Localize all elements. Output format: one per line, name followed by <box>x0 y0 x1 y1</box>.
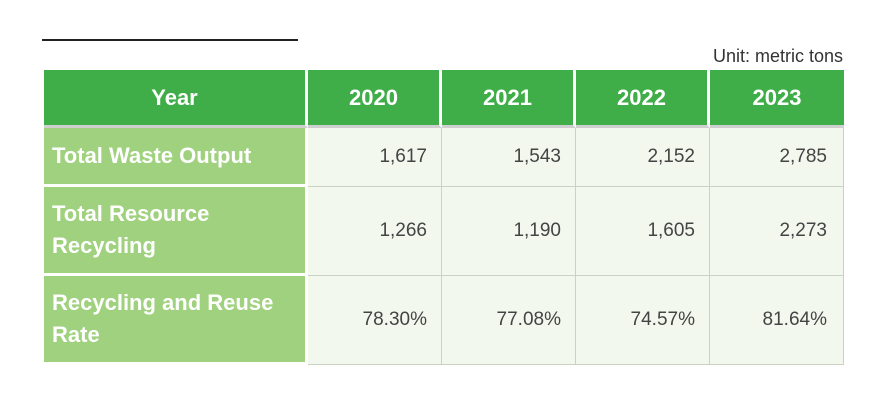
table-cell: 74.57% <box>576 276 710 365</box>
header-year: 2021 <box>442 70 576 128</box>
table-cell: 1,605 <box>576 187 710 276</box>
table-cell: 78.30% <box>308 276 442 365</box>
table-cell: 1,617 <box>308 128 442 187</box>
table-cell: 2,152 <box>576 128 710 187</box>
table-cell: 1,266 <box>308 187 442 276</box>
table-cell: 1,543 <box>442 128 576 187</box>
row-label: Total Waste Output <box>44 128 308 187</box>
header-year-label: Year <box>44 70 308 128</box>
table-row: Total Waste Output 1,617 1,543 2,152 2,7… <box>44 128 844 187</box>
table-cell: 2,273 <box>710 187 844 276</box>
table-cell: 81.64% <box>710 276 844 365</box>
table-row: Recycling and Reuse Rate 78.30% 77.08% 7… <box>44 276 844 365</box>
header-year: 2022 <box>576 70 710 128</box>
header-year: 2023 <box>710 70 844 128</box>
table-cell: 1,190 <box>442 187 576 276</box>
table-cell: 77.08% <box>442 276 576 365</box>
waste-table: Year 2020 2021 2022 2023 Total Waste Out… <box>44 70 844 365</box>
table-cell: 2,785 <box>710 128 844 187</box>
table-row: Total Resource Recycling 1,266 1,190 1,6… <box>44 187 844 276</box>
unit-label: Unit: metric tons <box>712 46 843 66</box>
header-row: Year 2020 2021 2022 2023 <box>44 70 844 128</box>
row-label: Recycling and Reuse Rate <box>44 276 308 365</box>
title-rule <box>42 39 298 41</box>
header-year: 2020 <box>308 70 442 128</box>
row-label: Total Resource Recycling <box>44 187 308 276</box>
